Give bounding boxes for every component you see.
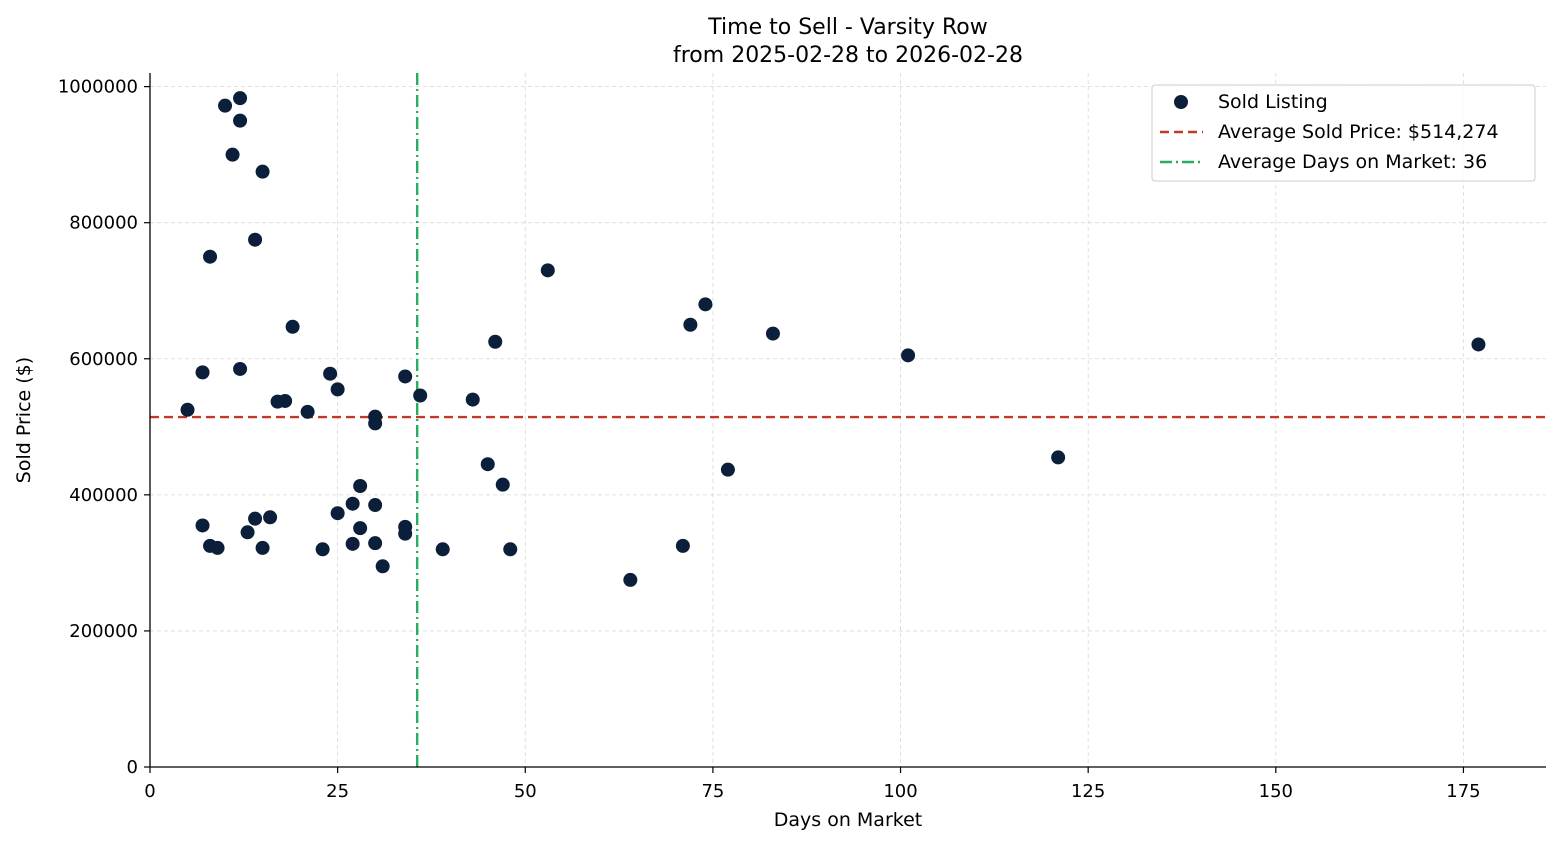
data-point: [368, 536, 383, 551]
data-point: [225, 147, 240, 162]
x-tick-label: 150: [1259, 781, 1293, 802]
data-point: [233, 113, 248, 128]
data-point: [263, 510, 278, 525]
y-tick-label: 800000: [69, 213, 138, 234]
x-tick-label: 75: [701, 781, 724, 802]
data-point: [398, 369, 413, 384]
data-point: [345, 536, 360, 551]
data-point: [240, 525, 255, 540]
data-point: [375, 559, 390, 574]
data-point: [315, 542, 330, 557]
data-point: [465, 392, 480, 407]
chart-title: Time to Sell - Varsity Row: [707, 15, 987, 40]
data-points: [180, 91, 1486, 587]
legend-label-average-days: Average Days on Market: 36: [1218, 151, 1487, 173]
x-tick-label: 100: [883, 781, 917, 802]
data-point: [300, 404, 315, 419]
x-tick-label: 125: [1071, 781, 1105, 802]
data-point: [720, 462, 735, 477]
data-point: [1471, 337, 1486, 352]
legend-label-average-price: Average Sold Price: $514,274: [1218, 121, 1499, 143]
data-point: [368, 416, 383, 431]
data-point: [195, 518, 210, 533]
y-tick-label: 0: [127, 757, 138, 778]
data-point: [1051, 450, 1066, 465]
data-point: [675, 538, 690, 553]
legend-marker-sold-listing: [1174, 95, 1188, 109]
legend-label-sold-listing: Sold Listing: [1218, 91, 1328, 113]
x-tick-label: 175: [1446, 781, 1480, 802]
data-point: [248, 232, 263, 247]
data-point: [330, 506, 345, 521]
data-point: [233, 91, 248, 106]
average-lines: [150, 73, 1546, 767]
data-point: [488, 334, 503, 349]
data-point: [323, 366, 338, 381]
data-point: [368, 498, 383, 513]
y-tick-label: 400000: [69, 485, 138, 506]
data-point: [503, 542, 518, 557]
axis-ticks: 0 25 50 75 100 125 150 175 0 200000 400000 600000 80…: [58, 77, 1481, 802]
y-tick-label: 1000000: [58, 77, 138, 98]
data-point: [180, 402, 195, 417]
x-axis-label: Days on Market: [774, 809, 922, 831]
legend-box: [1151, 84, 1536, 182]
data-point: [255, 540, 270, 555]
x-tick-label: 25: [326, 781, 349, 802]
data-point: [285, 319, 300, 334]
data-point: [353, 521, 368, 536]
data-point: [218, 98, 233, 113]
data-point: [765, 326, 780, 341]
data-point: [233, 361, 248, 376]
data-point: [353, 478, 368, 493]
data-point: [901, 348, 916, 363]
data-point: [278, 393, 293, 408]
data-point: [255, 164, 270, 179]
data-point: [248, 511, 263, 526]
grid: [150, 73, 1546, 767]
data-point: [330, 382, 345, 397]
data-point: [435, 542, 450, 557]
x-tick-label: 50: [514, 781, 537, 802]
data-point: [203, 249, 218, 264]
data-point: [480, 457, 495, 472]
y-tick-label: 200000: [69, 621, 138, 642]
y-tick-label: 600000: [69, 349, 138, 370]
data-point: [623, 572, 638, 587]
x-tick-label: 0: [144, 781, 155, 802]
data-point: [413, 388, 428, 403]
chart-subtitle: from 2025-02-28 to 2026-02-28: [673, 43, 1023, 68]
y-axis-label: Sold Price ($): [13, 357, 35, 483]
data-point: [210, 540, 225, 555]
data-point: [495, 477, 510, 492]
data-point: [345, 496, 360, 511]
data-point: [698, 297, 713, 312]
data-point: [683, 317, 698, 332]
data-point: [195, 365, 210, 380]
legend: Sold Listing Average Sold Price: $514,27…: [1151, 84, 1536, 182]
data-point: [398, 526, 413, 541]
data-point: [540, 263, 555, 278]
